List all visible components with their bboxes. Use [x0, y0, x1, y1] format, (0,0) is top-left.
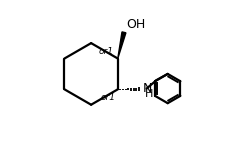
Polygon shape [118, 32, 126, 59]
Text: OH: OH [127, 18, 146, 31]
Text: N: N [143, 82, 152, 95]
Text: or1: or1 [99, 47, 114, 56]
Text: H: H [145, 89, 154, 99]
Text: or1: or1 [100, 93, 115, 102]
